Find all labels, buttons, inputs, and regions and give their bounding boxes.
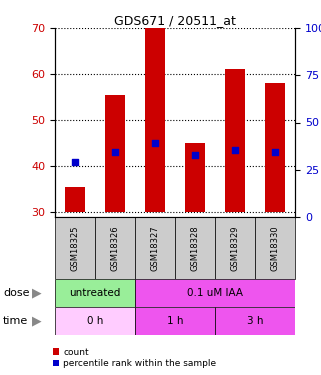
Legend: count, percentile rank within the sample: count, percentile rank within the sample xyxy=(53,348,216,369)
Text: 1 h: 1 h xyxy=(167,316,183,326)
Bar xyxy=(265,83,285,212)
Text: 0.1 uM IAA: 0.1 uM IAA xyxy=(187,288,243,298)
Bar xyxy=(55,279,135,307)
Text: 0 h: 0 h xyxy=(87,316,103,326)
Bar xyxy=(65,187,85,212)
Point xyxy=(152,140,158,146)
Bar xyxy=(255,217,295,279)
Title: GDS671 / 20511_at: GDS671 / 20511_at xyxy=(114,14,236,27)
Bar xyxy=(55,217,95,279)
Text: time: time xyxy=(3,316,29,326)
Bar xyxy=(175,217,215,279)
Text: ▶: ▶ xyxy=(32,315,42,327)
Text: GSM18329: GSM18329 xyxy=(231,225,240,271)
Bar xyxy=(185,143,205,212)
Text: 3 h: 3 h xyxy=(247,316,264,326)
Bar xyxy=(225,69,245,212)
Text: GSM18330: GSM18330 xyxy=(271,225,280,271)
Point xyxy=(233,147,238,153)
Text: untreated: untreated xyxy=(69,288,121,298)
Bar xyxy=(135,217,175,279)
Text: dose: dose xyxy=(3,288,30,298)
Bar xyxy=(55,307,135,335)
Point xyxy=(193,152,198,158)
Point xyxy=(113,150,118,156)
Bar xyxy=(135,307,215,335)
Text: ▶: ▶ xyxy=(32,286,42,300)
Text: GSM18326: GSM18326 xyxy=(110,225,120,271)
Bar xyxy=(135,279,295,307)
Text: GSM18328: GSM18328 xyxy=(191,225,200,271)
Text: GSM18327: GSM18327 xyxy=(151,225,160,271)
Bar xyxy=(215,217,255,279)
Text: GSM18325: GSM18325 xyxy=(71,225,80,271)
Point xyxy=(273,150,278,156)
Bar xyxy=(215,307,295,335)
Bar xyxy=(105,95,125,212)
Bar xyxy=(145,28,165,212)
Point xyxy=(73,159,78,165)
Bar xyxy=(95,217,135,279)
